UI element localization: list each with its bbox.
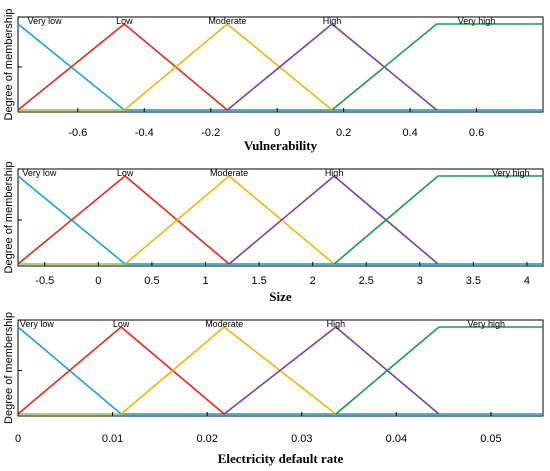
plot-frame xyxy=(17,319,544,417)
set-label-low: Low xyxy=(117,168,134,178)
plot-frame xyxy=(17,168,544,267)
x-tick-label: 0.4 xyxy=(402,127,417,139)
series-low xyxy=(17,22,228,111)
y-axis-label: Degree of membership xyxy=(3,162,15,274)
set-label-low: Low xyxy=(116,16,133,26)
x-tick-label: 1 xyxy=(202,275,208,287)
set-label-high: High xyxy=(325,168,344,178)
series-low xyxy=(17,325,225,415)
x-tick-label: 3 xyxy=(417,275,423,287)
x-tick-label: -0.5 xyxy=(35,275,54,287)
series-very-high xyxy=(331,23,543,111)
series-moderate xyxy=(123,22,333,111)
set-label-moderate: Moderate xyxy=(208,16,246,26)
y-axis-label: Degree of membership xyxy=(3,9,15,121)
x-tick-label: 0.2 xyxy=(336,127,351,139)
x-tick-label: 1.5 xyxy=(251,275,266,287)
chart-panel-1: Very low Low Moderate High Very high -0.6 -0.4… xyxy=(3,9,544,153)
x-tick-label: 0.03 xyxy=(291,433,312,445)
y-axis-label: Degree of membership xyxy=(3,312,15,424)
x-tick-label: 0.5 xyxy=(144,275,159,287)
chart-panel-3: Very low Low Moderate High Very high 0 0.01 0.0… xyxy=(3,312,544,466)
series-very-high xyxy=(335,326,543,415)
x-tick-label: 0.6 xyxy=(469,127,484,139)
x-tick-label: 0 xyxy=(95,275,101,287)
set-label-high: High xyxy=(323,16,342,26)
set-label-moderate: Moderate xyxy=(210,168,248,178)
x-tick-label: 2.5 xyxy=(359,275,374,287)
x-tick-label: 4 xyxy=(524,275,530,287)
x-tick-label: 0.01 xyxy=(102,433,123,445)
set-label-low: Low xyxy=(113,319,130,329)
x-axis-label: Vulnerability xyxy=(244,138,318,153)
series-high xyxy=(228,174,439,265)
set-label-high: High xyxy=(327,319,346,329)
x-tick-label: 0 xyxy=(274,127,280,139)
series-high xyxy=(226,22,438,111)
x-axis-label: Size xyxy=(269,289,292,304)
series-high xyxy=(223,325,440,415)
x-tick-label: -0.2 xyxy=(201,127,220,139)
set-label-very-high: Very high xyxy=(458,16,496,26)
series-moderate xyxy=(120,325,337,415)
x-axis-label: Electricity default rate xyxy=(218,451,344,466)
set-label-very-low: Very low xyxy=(20,319,55,329)
series-low xyxy=(17,174,230,265)
set-label-moderate: Moderate xyxy=(205,319,243,329)
x-tick-label: 0.02 xyxy=(196,433,217,445)
x-tick-label: 0.05 xyxy=(480,433,501,445)
set-label-very-low: Very low xyxy=(22,168,57,178)
set-label-very-high: Very high xyxy=(492,168,530,178)
x-tick-label: 3.5 xyxy=(466,275,481,287)
x-tick-label: 2 xyxy=(310,275,316,287)
chart-panel-2: Very low Low Moderate High Very high -0.5 0 0.5… xyxy=(3,162,544,304)
series-very-high xyxy=(333,175,543,265)
x-tick-label: -0.4 xyxy=(135,127,154,139)
x-tick-label: -0.6 xyxy=(68,127,87,139)
series-moderate xyxy=(124,174,335,265)
x-tick-label: 0.04 xyxy=(386,433,407,445)
plot-frame xyxy=(17,16,544,113)
set-label-very-low: Very low xyxy=(28,16,63,26)
x-tick-label: 0 xyxy=(15,433,21,445)
set-label-very-high: Very high xyxy=(467,319,505,329)
